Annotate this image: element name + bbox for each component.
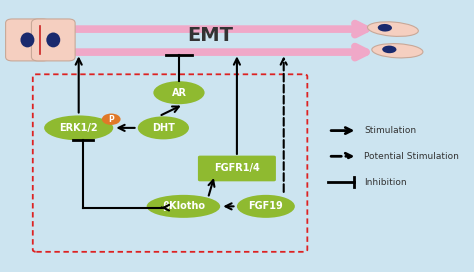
Ellipse shape bbox=[382, 46, 396, 53]
Ellipse shape bbox=[378, 24, 392, 32]
Ellipse shape bbox=[146, 195, 220, 218]
Ellipse shape bbox=[237, 195, 295, 218]
Text: Stimulation: Stimulation bbox=[364, 126, 416, 135]
Text: EMT: EMT bbox=[187, 26, 233, 45]
Text: DHT: DHT bbox=[152, 123, 175, 133]
Ellipse shape bbox=[44, 115, 113, 140]
Ellipse shape bbox=[102, 113, 120, 125]
FancyBboxPatch shape bbox=[31, 19, 75, 61]
Ellipse shape bbox=[372, 44, 423, 58]
Ellipse shape bbox=[46, 32, 60, 47]
Text: FGFR1/4: FGFR1/4 bbox=[214, 163, 260, 174]
Text: P: P bbox=[109, 115, 114, 124]
FancyBboxPatch shape bbox=[198, 156, 276, 181]
Text: Inhibition: Inhibition bbox=[364, 178, 407, 187]
Text: βKlotho: βKlotho bbox=[162, 201, 205, 211]
Text: FGF19: FGF19 bbox=[248, 201, 283, 211]
Ellipse shape bbox=[20, 32, 35, 47]
Text: AR: AR bbox=[172, 88, 186, 98]
Text: Potential Stimulation: Potential Stimulation bbox=[364, 152, 459, 161]
Text: ERK1/2: ERK1/2 bbox=[59, 123, 98, 133]
Ellipse shape bbox=[138, 116, 189, 139]
Ellipse shape bbox=[154, 81, 205, 104]
FancyBboxPatch shape bbox=[6, 19, 49, 61]
Ellipse shape bbox=[367, 22, 419, 36]
